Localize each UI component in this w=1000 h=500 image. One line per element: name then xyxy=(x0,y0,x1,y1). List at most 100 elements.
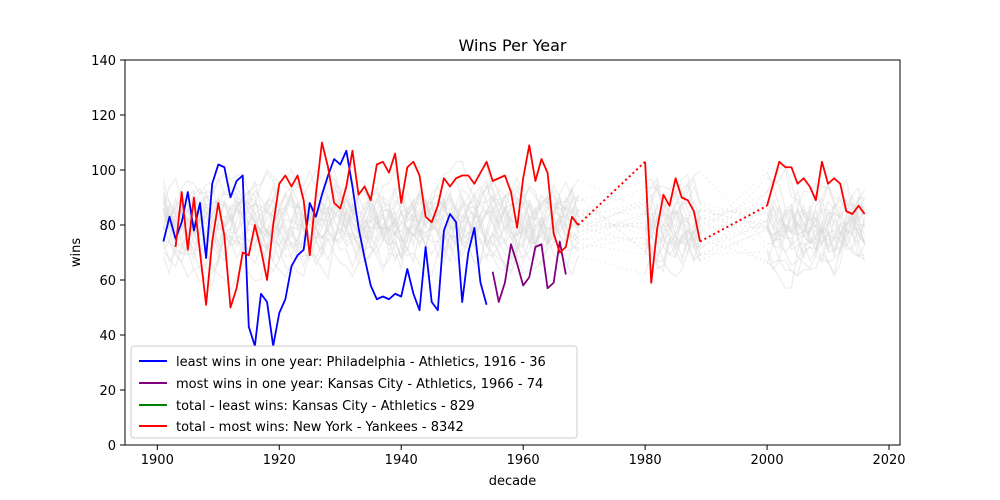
background-team-line xyxy=(644,209,701,262)
background-gap-line xyxy=(699,220,768,247)
background-gap-line xyxy=(577,208,646,231)
background-team-line xyxy=(162,188,579,277)
background-team-line xyxy=(162,184,579,262)
background-team-line xyxy=(644,199,701,244)
background-team-line xyxy=(766,184,866,264)
background-team-line xyxy=(766,202,865,258)
background-team-line xyxy=(766,203,865,270)
y-tick-label: 120 xyxy=(91,109,116,124)
background-gap-line xyxy=(699,229,768,257)
background-team-line xyxy=(644,178,701,216)
x-tick-label: 1960 xyxy=(507,453,540,468)
series-line-3 xyxy=(766,160,866,215)
background-gap-line xyxy=(577,211,646,243)
background-team-line xyxy=(162,175,579,281)
background-gap-line xyxy=(699,192,768,227)
background-team-line xyxy=(766,202,866,266)
plot-frame xyxy=(124,59,901,446)
background-team-line xyxy=(162,186,579,265)
background-team-line xyxy=(766,196,866,245)
background-gap-line xyxy=(699,224,768,249)
y-tick-label: 100 xyxy=(91,164,116,179)
background-team-line xyxy=(766,198,866,252)
background-team-line xyxy=(766,177,866,289)
background-team-line xyxy=(767,208,866,259)
x-axis: 1900 1920 1940 1960 1980 2000 2020 xyxy=(141,445,906,468)
legend: least wins in one year: Philadelphia - A… xyxy=(130,345,578,439)
background-team-line xyxy=(162,179,579,263)
background-team-line xyxy=(162,184,579,267)
background-team-line xyxy=(766,177,866,275)
series-line-3 xyxy=(174,141,579,309)
legend-label-most-one-year: most wins in one year: Kansas City - Ath… xyxy=(176,377,543,392)
background-gap-line xyxy=(699,203,768,250)
background-team-line xyxy=(162,160,579,255)
background-gap-line xyxy=(577,196,646,252)
series-line-0 xyxy=(162,149,488,347)
background-team-line xyxy=(766,193,866,254)
y-tick-label: 20 xyxy=(99,384,116,399)
y-axis-title: wins xyxy=(69,238,84,267)
background-team-line xyxy=(644,229,701,259)
legend-label-least-one-year: least wins in one year: Philadelphia - A… xyxy=(176,355,546,370)
background-team-line xyxy=(162,180,579,269)
y-tick-label: 40 xyxy=(99,329,116,344)
background-gap-line xyxy=(699,170,768,245)
background-team-line xyxy=(644,176,701,241)
series-line-1 xyxy=(491,240,567,303)
background-team-line xyxy=(644,178,701,222)
background-gap-line xyxy=(699,238,768,262)
background-team-line xyxy=(644,210,701,237)
background-team-line xyxy=(162,198,579,288)
background-team-line xyxy=(766,212,865,262)
background-gap-line xyxy=(699,227,768,262)
series-line-3 xyxy=(644,161,701,284)
background-team-line xyxy=(766,201,866,278)
x-tick-label: 1980 xyxy=(629,453,662,468)
background-team-line xyxy=(644,182,701,224)
background-team-line xyxy=(162,188,579,278)
background-gap-line xyxy=(699,171,768,235)
background-team-line xyxy=(644,216,701,257)
y-tick-label: 60 xyxy=(99,274,116,289)
background-team-line xyxy=(644,170,701,253)
background-team-line xyxy=(162,180,579,276)
series-lines xyxy=(162,141,866,347)
background-gap-line xyxy=(577,213,646,237)
background-team-line xyxy=(644,174,701,238)
y-tick-label: 140 xyxy=(91,54,116,69)
background-team-line xyxy=(162,179,579,265)
background-gap-line xyxy=(577,211,646,236)
legend-label-least-total: total - least wins: Kansas City - Athlet… xyxy=(176,399,475,414)
background-team-line xyxy=(162,192,579,292)
y-axis: 0 20 40 60 80 100 120 140 xyxy=(91,54,125,454)
background-gap-line xyxy=(577,194,646,253)
background-team-line xyxy=(766,182,866,265)
background-team-line xyxy=(644,221,701,255)
y-tick-label: 80 xyxy=(99,219,116,234)
background-team-line xyxy=(766,225,866,277)
x-tick-label: 2000 xyxy=(751,453,784,468)
background-team-line xyxy=(645,209,701,259)
x-tick-label: 1920 xyxy=(263,453,296,468)
background-gap-line xyxy=(577,187,646,218)
background-team-line xyxy=(163,164,579,284)
background-gap-line xyxy=(577,179,646,213)
background-team-line xyxy=(644,205,701,246)
x-axis-title: decade xyxy=(489,474,537,489)
chart-title: Wins Per Year xyxy=(459,36,567,55)
background-team-line xyxy=(766,202,866,249)
legend-box xyxy=(130,345,578,439)
series-gap-line-3 xyxy=(577,161,646,226)
background-team-line xyxy=(163,169,579,264)
background-team-line xyxy=(766,205,865,254)
background-team-line xyxy=(645,186,701,260)
background-team-line xyxy=(644,176,701,264)
background-gap-line xyxy=(699,176,768,250)
background-team-line xyxy=(766,225,866,277)
background-team-line xyxy=(766,198,866,262)
background-team-line xyxy=(644,180,701,262)
y-tick-label: 0 xyxy=(108,439,116,454)
background-team-line xyxy=(644,217,701,277)
